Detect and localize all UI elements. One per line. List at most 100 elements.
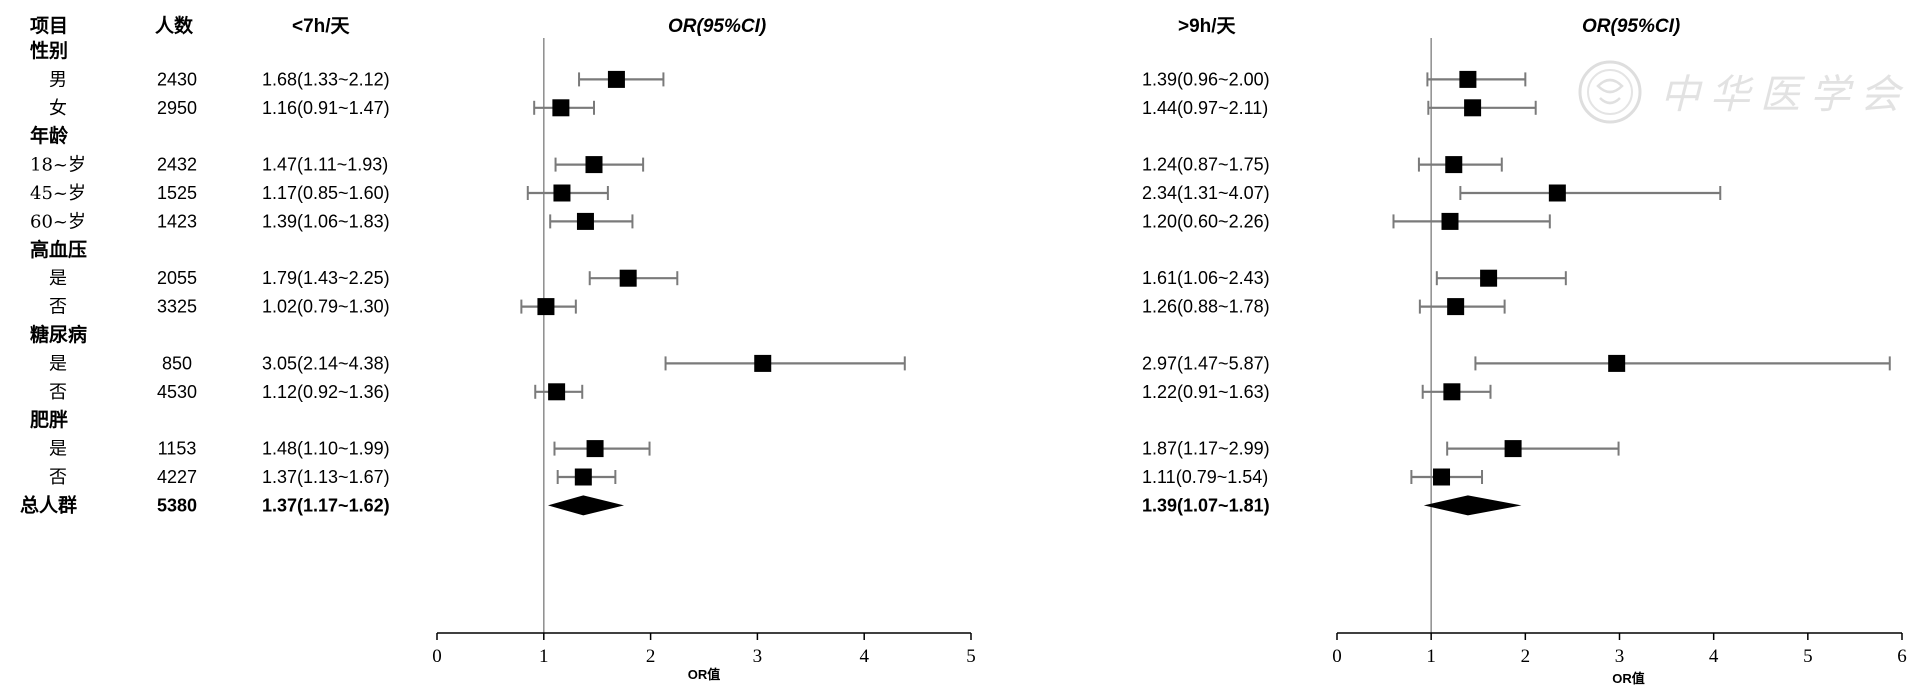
x-tick-label: 2 xyxy=(1521,646,1531,667)
table-row: 否 3325 1.02(0.79~1.30) 1.26(0.88~1.78) xyxy=(49,297,1270,318)
table-row: 性别 xyxy=(30,39,68,62)
x-tick-label: 1 xyxy=(1426,646,1436,667)
left-or-text: 1.16(0.91~1.47) xyxy=(262,98,390,118)
left-or-text: 1.02(0.79~1.30) xyxy=(262,297,390,317)
watermark: 中华医学会 xyxy=(1578,60,1910,124)
right-or-text: 1.26(0.88~1.78) xyxy=(1142,297,1270,317)
sample-size: 1153 xyxy=(158,439,197,459)
x-tick-label: 5 xyxy=(1803,646,1813,667)
forest-plot-left: 0 1 2 3 4 5 OR值 xyxy=(432,38,976,682)
subgroup-label: 是 xyxy=(49,353,67,374)
or-marker xyxy=(1464,99,1482,117)
or-marker xyxy=(576,212,594,230)
right-or-text: 1.39(1.07~1.81) xyxy=(1142,495,1270,515)
sample-size: 4227 xyxy=(157,467,197,487)
left-or-text: 1.48(1.10~1.99) xyxy=(262,439,390,459)
table-row: 是 2055 1.79(1.43~2.25) 1.61(1.06~2.43) xyxy=(49,268,1270,289)
or-marker xyxy=(607,70,625,88)
header-right-or-text: OR(95%CI) xyxy=(1582,16,1680,37)
right-or-text: 1.20(0.60~2.26) xyxy=(1142,211,1270,231)
watermark-seal-icon xyxy=(1578,60,1642,124)
table-row: 否 4227 1.37(1.13~1.67) 1.11(0.79~1.54) xyxy=(49,467,1268,488)
sample-size: 2432 xyxy=(157,155,197,175)
table-row: 是 1153 1.48(1.10~1.99) 1.87(1.17~2.99) xyxy=(49,439,1270,460)
left-or-text: 1.37(1.13~1.67) xyxy=(262,467,390,487)
sample-size: 3325 xyxy=(157,297,197,317)
group-label: 性别 xyxy=(30,39,68,62)
or-marker xyxy=(548,383,566,401)
or-marker xyxy=(537,298,555,316)
subgroup-label: 45~岁 xyxy=(30,183,86,204)
group-label: 肥胖 xyxy=(30,409,68,431)
or-marker xyxy=(1480,269,1498,287)
sample-size: 1525 xyxy=(157,183,197,203)
left-or-text: 1.37(1.17~1.62) xyxy=(262,495,390,515)
or-marker xyxy=(1504,440,1522,458)
or-marker xyxy=(1608,354,1626,372)
group-label: 糖尿病 xyxy=(30,323,87,346)
subgroup-label: 是 xyxy=(49,439,67,460)
right-or-text: 1.24(0.87~1.75) xyxy=(1142,155,1270,175)
or-marker xyxy=(1433,468,1451,486)
table-row: 高血压 xyxy=(30,238,87,261)
watermark-text: 中华医学会 xyxy=(1660,72,1910,118)
x-tick-label: 4 xyxy=(859,646,869,667)
or-marker xyxy=(585,156,603,174)
table-row: 60~岁 1423 1.39(1.06~1.83) 1.20(0.60~2.26) xyxy=(30,211,1270,232)
right-or-text: 1.11(0.79~1.54) xyxy=(1142,467,1268,487)
sample-size: 2430 xyxy=(157,69,197,89)
right-or-text: 1.87(1.17~2.99) xyxy=(1142,439,1270,459)
or-marker xyxy=(1441,212,1459,230)
header-right-or: OR(95%CI) xyxy=(1582,16,1680,37)
left-or-text: 1.47(1.11~1.93) xyxy=(262,155,388,175)
group-label: 年龄 xyxy=(30,124,69,147)
header-right-group: >9h/天 xyxy=(1178,16,1237,37)
sample-size: 850 xyxy=(162,353,192,373)
overall-diamond xyxy=(1423,495,1522,516)
left-or-text: 1.12(0.92~1.36) xyxy=(262,382,390,402)
table-row: 女 2950 1.16(0.91~1.47) 1.44(0.97~2.11) xyxy=(49,98,1268,119)
subgroup-label: 18~岁 xyxy=(30,155,86,176)
subgroup-label: 男 xyxy=(49,69,67,90)
group-label: 高血压 xyxy=(30,238,87,261)
or-marker xyxy=(1447,298,1465,316)
table-rows: 性别男 2430 1.68(1.33~2.12) 1.39(0.96~2.00) 女 29… xyxy=(20,39,1270,516)
x-tick-label: 1 xyxy=(539,646,549,667)
or-marker xyxy=(552,99,570,117)
sample-size: 2950 xyxy=(157,98,197,118)
x-tick-label: 4 xyxy=(1709,646,1719,667)
x-tick-label: 2 xyxy=(646,646,656,667)
or-marker xyxy=(1445,156,1463,174)
x-axis-title: OR值 xyxy=(1612,671,1645,686)
subgroup-label: 否 xyxy=(49,297,67,318)
or-marker xyxy=(1459,70,1477,88)
header-n: 人数 xyxy=(155,14,194,37)
right-or-text: 1.39(0.96~2.00) xyxy=(1142,69,1270,89)
x-tick-label: 0 xyxy=(1332,646,1342,667)
or-marker xyxy=(754,354,772,372)
table-row: 45~岁 1525 1.17(0.85~1.60) 2.34(1.31~4.07) xyxy=(30,183,1270,204)
x-tick-label: 3 xyxy=(1615,646,1625,667)
right-or-text: 2.97(1.47~5.87) xyxy=(1142,353,1270,373)
forest-plot-right: 0 1 2 3 4 5 6 OR值 xyxy=(1332,38,1907,686)
x-tick-label: 6 xyxy=(1897,646,1907,667)
sample-size: 4530 xyxy=(157,382,197,402)
table-row: 男 2430 1.68(1.33~2.12) 1.39(0.96~2.00) xyxy=(49,69,1270,90)
left-or-text: 1.17(0.85~1.60) xyxy=(262,183,390,203)
left-or-text: 1.39(1.06~1.83) xyxy=(262,211,390,231)
header-left-group: <7h/天 xyxy=(292,16,351,37)
subgroup-label: 60~岁 xyxy=(30,211,86,232)
right-or-text: 1.22(0.91~1.63) xyxy=(1142,382,1270,402)
table-row: 18~岁 2432 1.47(1.11~1.93) 1.24(0.87~1.75) xyxy=(30,155,1270,176)
sample-size: 1423 xyxy=(157,211,197,231)
or-marker xyxy=(1443,383,1461,401)
x-tick-label: 5 xyxy=(966,646,976,667)
sample-size: 2055 xyxy=(157,268,197,288)
subgroup-label: 女 xyxy=(49,98,67,119)
x-tick-label: 0 xyxy=(432,646,442,667)
header-left-or: OR(95%CI) xyxy=(668,16,766,37)
left-or-text: 1.68(1.33~2.12) xyxy=(262,69,390,89)
table-row: 否 4530 1.12(0.92~1.36) 1.22(0.91~1.63) xyxy=(49,382,1270,403)
left-or-text: 3.05(2.14~4.38) xyxy=(262,353,390,373)
